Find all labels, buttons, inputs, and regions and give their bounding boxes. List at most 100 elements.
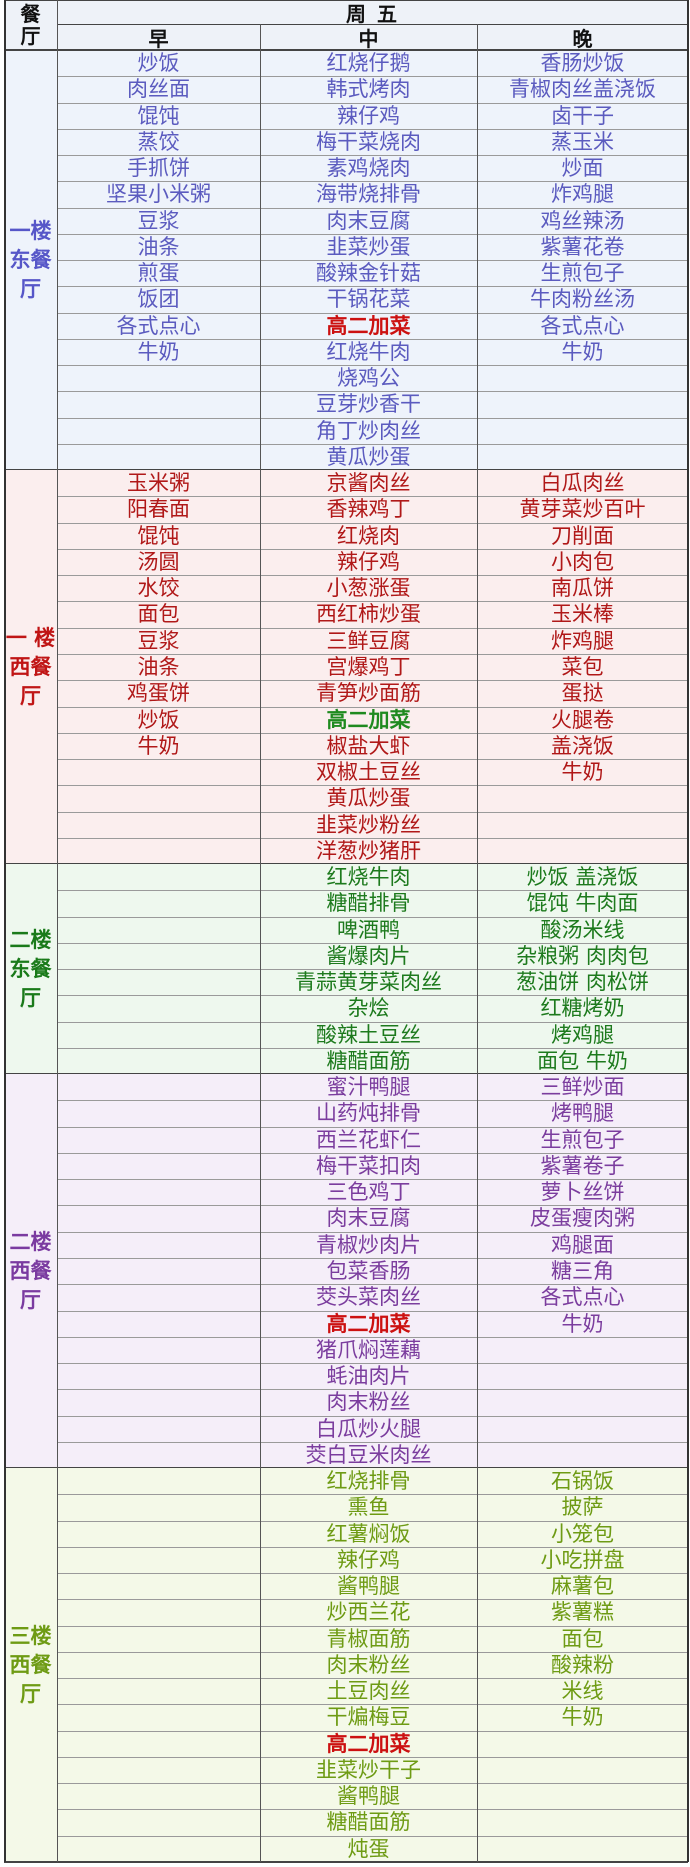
row-divider <box>57 890 688 892</box>
lunch-item: 香辣鸡丁 <box>326 497 411 522</box>
dinner-item: 烤鸭腿 <box>551 1101 614 1126</box>
breakfast-item: 炒饭 <box>137 707 180 732</box>
dinner-item: 各式点心 <box>540 313 625 338</box>
dinner-item: 炸鸡腿 <box>551 628 614 653</box>
lunch-item: 烧鸡公 <box>337 366 400 391</box>
row-divider <box>57 1835 688 1837</box>
lunch-item: 红薯焖饭 <box>326 1521 411 1546</box>
col-divider <box>477 24 478 1862</box>
hall-label-line: 厅 <box>20 276 41 301</box>
header-border <box>4 0 688 1</box>
dinner-item: 生煎包子 <box>540 1127 625 1152</box>
lunch-item: 糖醋面筋 <box>326 1048 411 1073</box>
hall-label: 二楼 西餐厅 <box>4 1074 57 1468</box>
breakfast-item: 炒饭 <box>137 51 180 75</box>
row-divider <box>57 391 688 393</box>
border-left <box>4 0 6 1862</box>
canteen-header-line: 厅 <box>20 24 41 48</box>
lunch-item: 青蒜黄芽菜肉丝 <box>295 970 442 995</box>
lunch-item: 韭菜炒干子 <box>316 1757 421 1782</box>
dinner-item: 麻薯包 <box>551 1574 614 1599</box>
breakfast-item: 玉米粥 <box>127 471 190 496</box>
row-divider <box>57 1047 688 1049</box>
border-right <box>687 0 689 1862</box>
lunch-item: 酸辣土豆丝 <box>316 1022 421 1047</box>
lunch-item: 三色鸡丁 <box>326 1180 411 1205</box>
lunch-item: 洋葱炒猪肝 <box>316 838 421 863</box>
dinner-item: 葱油饼 肉松饼 <box>516 970 649 995</box>
lunch-item: 红烧牛肉 <box>326 865 411 890</box>
dinner-item: 香肠炒饭 <box>540 51 625 75</box>
row-divider <box>57 627 688 629</box>
dinner-item: 米线 <box>561 1679 604 1704</box>
lunch-item: 宫爆鸡丁 <box>326 655 411 679</box>
dinner-item: 馄饨 牛肉面 <box>526 891 639 916</box>
dinner-item: 面包 <box>561 1626 604 1651</box>
header-band <box>4 0 688 50</box>
hall-label: 三楼 西餐厅 <box>4 1468 57 1862</box>
lunch-item: 西红柿炒蛋 <box>316 602 421 627</box>
breakfast-item: 鸡蛋饼 <box>127 681 190 706</box>
hall-label-line: 厅 <box>20 1287 41 1312</box>
hall-label-line: 厅 <box>20 683 41 708</box>
row-divider <box>57 654 688 655</box>
lunch-item: 高二加菜 <box>326 1731 411 1756</box>
dinner-item: 各式点心 <box>540 1285 625 1310</box>
lunch-item: 椒盐大虾 <box>326 733 411 758</box>
dinner-item: 紫薯糕 <box>551 1600 614 1625</box>
dinner-item: 牛奶 <box>561 1311 604 1336</box>
row-divider <box>57 1809 688 1811</box>
canteen-header: 餐厅 <box>4 0 57 50</box>
dinner-item: 牛奶 <box>561 760 604 785</box>
dinner-item: 面包 牛奶 <box>537 1048 628 1073</box>
row-divider <box>57 1441 688 1443</box>
row-divider <box>57 1021 688 1023</box>
row-divider <box>57 811 688 813</box>
lunch-item: 酸辣金针菇 <box>316 261 421 286</box>
dinner-item: 杂粮粥 肉肉包 <box>516 943 649 968</box>
dinner-item: 牛肉粉丝汤 <box>530 287 635 312</box>
breakfast-item: 肉丝面 <box>127 77 190 102</box>
row-divider <box>57 1231 688 1233</box>
row-divider <box>57 548 688 550</box>
row-divider <box>57 706 688 708</box>
section-band <box>4 470 688 865</box>
lunch-item: 炖蛋 <box>347 1836 390 1861</box>
lunch-item: 包菜香肠 <box>326 1259 411 1283</box>
lunch-item: 韩式烤肉 <box>326 77 411 102</box>
breakfast-item: 蒸饺 <box>137 129 180 154</box>
row-divider <box>57 1336 688 1338</box>
dinner-item: 菜包 <box>561 655 604 679</box>
lunch-item: 茭白豆米肉丝 <box>305 1442 432 1467</box>
row-divider <box>57 759 688 761</box>
breakfast-item: 汤圆 <box>137 549 180 574</box>
lunch-item: 梅干菜扣肉 <box>316 1153 421 1178</box>
dinner-item: 白瓜肉丝 <box>540 471 625 496</box>
lunch-item: 糖醋面筋 <box>326 1810 411 1835</box>
lunch-item: 素鸡烧肉 <box>326 156 411 181</box>
dinner-item: 糖三角 <box>551 1259 614 1283</box>
lunch-item: 猪爪焖莲藕 <box>316 1337 421 1362</box>
breakfast-item: 牛奶 <box>137 733 180 758</box>
dinner-item: 卤干子 <box>551 103 614 128</box>
breakfast-item: 豆浆 <box>137 628 180 653</box>
row-divider <box>57 1756 688 1758</box>
dinner-item: 牛奶 <box>561 1705 604 1730</box>
section-divider <box>4 1861 688 1863</box>
lunch-item: 辣仔鸡 <box>337 103 400 128</box>
lunch-item: 高二加菜 <box>326 313 411 338</box>
dinner-item: 炒饭 盖浇饭 <box>526 865 639 890</box>
row-divider <box>57 916 688 918</box>
row-divider <box>57 1730 688 1732</box>
section-band <box>4 1468 688 1862</box>
lunch-item: 蜜汁鸭腿 <box>326 1075 411 1100</box>
breakfast-item: 水饺 <box>137 576 180 601</box>
lunch-item: 高二加菜 <box>326 707 411 732</box>
row-divider <box>57 155 688 157</box>
dinner-item: 三鲜炒面 <box>540 1075 625 1100</box>
hall-label-line: 西餐 <box>9 654 52 679</box>
row-divider <box>57 286 688 288</box>
dinner-item: 青椒肉丝盖浇饭 <box>509 77 656 102</box>
row-divider <box>57 496 688 498</box>
row-divider <box>57 443 688 445</box>
